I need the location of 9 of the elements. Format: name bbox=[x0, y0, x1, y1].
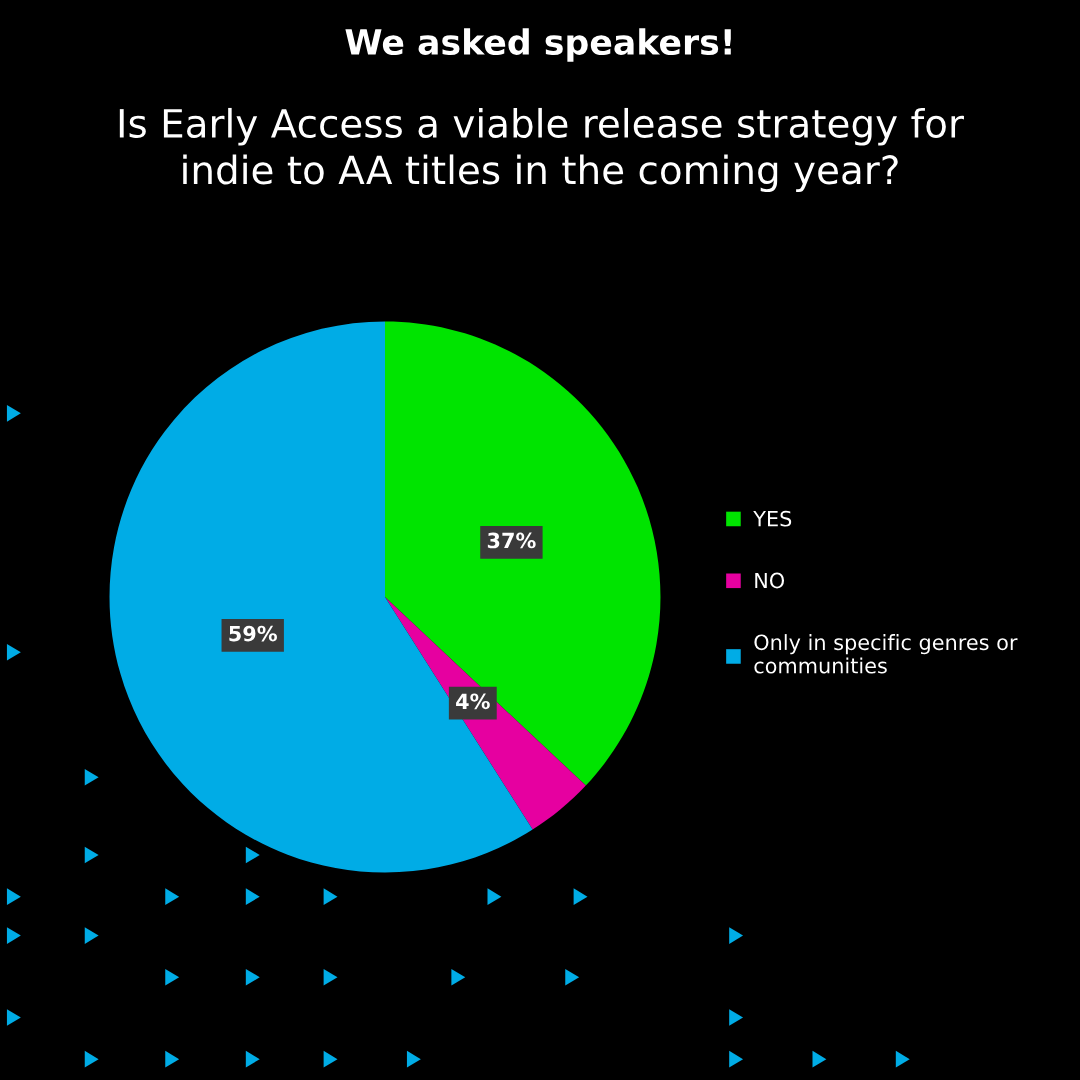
pie-slice bbox=[385, 321, 661, 786]
legend-label: YES bbox=[753, 510, 792, 527]
chart-subtitle: Is Early Access a viable release strategy for indie to AA titles in the coming year? bbox=[119, 107, 964, 193]
data-label: 59% bbox=[229, 625, 277, 642]
legend-label: NO bbox=[755, 572, 785, 589]
chart-title: We asked speakers! bbox=[345, 28, 731, 62]
data-label: 4% bbox=[456, 693, 490, 710]
data-label: 37% bbox=[487, 532, 536, 549]
legend-label: Only in specific genres or communities bbox=[754, 634, 1018, 674]
